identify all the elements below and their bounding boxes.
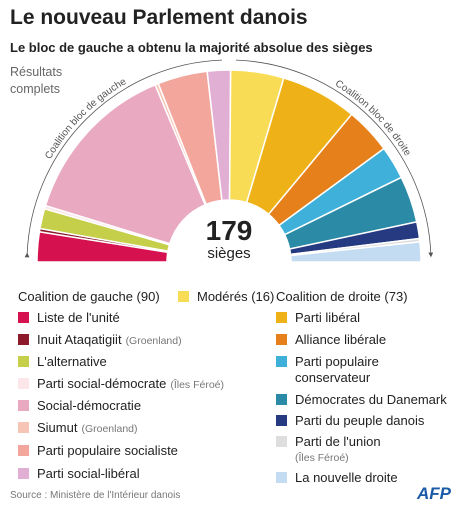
legend-text: Inuit Ataqatigiit (Groenland) xyxy=(37,332,267,349)
legend-text: L'alternative xyxy=(37,354,267,370)
legend-label: L'alternative xyxy=(37,354,107,369)
legend-swatch xyxy=(276,394,287,405)
legend-text: Parti du peuple danois xyxy=(295,413,450,429)
legend-label: Parti libéral xyxy=(295,310,361,325)
logo: AFP xyxy=(417,484,451,503)
legend-text: Parti social-démocrate (Îles Féroé) xyxy=(37,376,267,393)
legend-swatch xyxy=(18,312,29,323)
arc-line xyxy=(236,59,434,258)
legend-swatch xyxy=(276,334,287,345)
seat-segment xyxy=(289,240,422,263)
legend-item: Social-démocratie xyxy=(18,398,267,414)
legend-item: Parti libéral xyxy=(276,310,450,326)
legend-text: Liste de l'unité xyxy=(37,310,267,326)
legend-text: Démocrates du Danemark xyxy=(295,392,450,408)
legend-text: Parti populaire socialiste xyxy=(37,443,267,459)
legend-swatch xyxy=(276,436,287,447)
legend-item: Modérés (16) xyxy=(178,289,352,305)
total-label: sièges xyxy=(207,245,250,262)
legend-text: La nouvelle droite xyxy=(295,470,450,486)
legend-item: Parti populaire conservateur xyxy=(276,354,450,386)
legend-label: Parti populaire socialiste xyxy=(37,443,178,458)
note: Résultats complets xyxy=(10,65,63,96)
legend-item: Inuit Ataqatigiit (Groenland) xyxy=(18,332,267,349)
legend-swatch xyxy=(276,312,287,323)
legend-swatch xyxy=(18,400,29,411)
legend-item: Siumut (Groenland) xyxy=(18,420,267,437)
legend-text: Parti de l'union (Îles Féroé) xyxy=(295,434,450,466)
legend-label: Alliance libérale xyxy=(295,332,387,347)
legend-label: Parti du peuple danois xyxy=(295,413,425,428)
legend-swatch xyxy=(18,445,29,456)
legend-item: La nouvelle droite xyxy=(276,470,450,486)
group-heading: Coalition de droite (73) xyxy=(276,289,408,304)
legend-item: Parti du peuple danois xyxy=(276,413,450,429)
legend-note: (Groenland) xyxy=(81,423,138,435)
legend-note: (Îles Féroé) xyxy=(295,452,349,464)
legend-swatch xyxy=(18,422,29,433)
legend-label: Siumut xyxy=(37,420,78,435)
legend-swatch xyxy=(276,356,287,367)
legend-swatch xyxy=(276,415,287,426)
legend-item: Démocrates du Danemark xyxy=(276,392,450,408)
legend-label: Parti de l'union xyxy=(295,434,381,449)
legend-swatch xyxy=(18,378,29,389)
legend-item: Parti populaire socialiste xyxy=(18,443,267,459)
legend-swatch xyxy=(18,468,29,479)
legend-text: Modérés (16) xyxy=(197,289,352,305)
total: 179 xyxy=(206,215,253,246)
legend-label: Liste de l'unité xyxy=(37,310,120,325)
legend-note: (Îles Féroé) xyxy=(170,379,225,391)
legend-item: Liste de l'unité xyxy=(18,310,267,326)
legend-label: Parti social-démocrate xyxy=(37,376,167,391)
legend-item: Parti de l'union (Îles Féroé) xyxy=(276,434,450,466)
legend-text: Alliance libérale xyxy=(295,332,450,348)
source: Source : Ministère de l'Intérieur danois xyxy=(10,490,181,501)
title: Le nouveau Parlement danois xyxy=(10,6,308,29)
legend-text: Parti social-libéral xyxy=(37,466,267,482)
legend-label: Modérés (16) xyxy=(197,289,275,304)
legend-label: La nouvelle droite xyxy=(295,470,398,485)
legend-label: Démocrates du Danemark xyxy=(295,392,447,407)
legend-item: Alliance libérale xyxy=(276,332,450,348)
legend-text: Parti populaire conservateur xyxy=(295,354,450,386)
legend-label: Inuit Ataqatigiit xyxy=(37,332,122,347)
legend-text: Parti libéral xyxy=(295,310,450,326)
legend-swatch xyxy=(18,334,29,345)
legend-swatch xyxy=(18,356,29,367)
legend-swatch xyxy=(178,291,189,302)
legend-item: Parti social-démocrate (Îles Féroé) xyxy=(18,376,267,393)
group-heading: Coalition de gauche (90) xyxy=(18,289,160,304)
legend-label: Parti social-libéral xyxy=(37,466,140,481)
legend-item: L'alternative xyxy=(18,354,267,370)
legend-item: Parti social-libéral xyxy=(18,466,267,482)
legend-text: Social-démocratie xyxy=(37,398,267,414)
seat-segment xyxy=(44,83,207,245)
legend-label: Social-démocratie xyxy=(37,398,142,413)
legend-text: Siumut (Groenland) xyxy=(37,420,267,437)
legend-label: Parti populaire conservateur xyxy=(295,354,379,385)
arc-line xyxy=(24,59,222,258)
legend-note: (Groenland) xyxy=(125,335,182,347)
legend-swatch xyxy=(276,472,287,483)
subtitle: Le bloc de gauche a obtenu la majorité a… xyxy=(10,40,373,55)
